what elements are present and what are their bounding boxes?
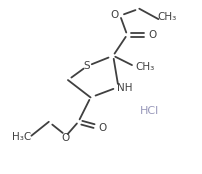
Text: O: O bbox=[61, 133, 69, 143]
Text: H₃C: H₃C bbox=[12, 132, 32, 142]
Text: O: O bbox=[111, 10, 119, 20]
Text: HCl: HCl bbox=[140, 106, 159, 116]
Text: O: O bbox=[148, 30, 157, 40]
Text: NH: NH bbox=[117, 83, 133, 93]
Text: S: S bbox=[84, 61, 90, 71]
Text: CH₃: CH₃ bbox=[136, 62, 155, 72]
Text: O: O bbox=[98, 123, 106, 133]
Text: CH₃: CH₃ bbox=[158, 12, 177, 22]
